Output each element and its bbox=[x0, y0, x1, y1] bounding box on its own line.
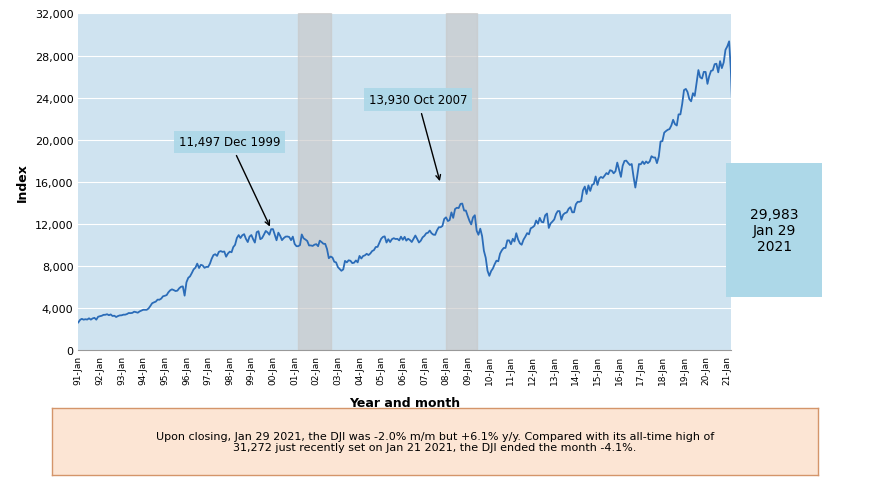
Bar bbox=[298, 14, 330, 350]
Text: 11,497 Dec 1999: 11,497 Dec 1999 bbox=[179, 136, 281, 226]
Y-axis label: Index: Index bbox=[17, 163, 29, 202]
Text: Year and month: Year and month bbox=[348, 396, 460, 409]
Text: 29,983
Jan 29
2021: 29,983 Jan 29 2021 bbox=[749, 207, 798, 253]
Text: Upon closing, Jan 29 2021, the DJI was -2.0% m/m but +6.1% y/y. Compared with it: Upon closing, Jan 29 2021, the DJI was -… bbox=[156, 431, 713, 452]
Text: 13,930 Oct 2007: 13,930 Oct 2007 bbox=[368, 94, 467, 180]
Bar bbox=[446, 14, 476, 350]
